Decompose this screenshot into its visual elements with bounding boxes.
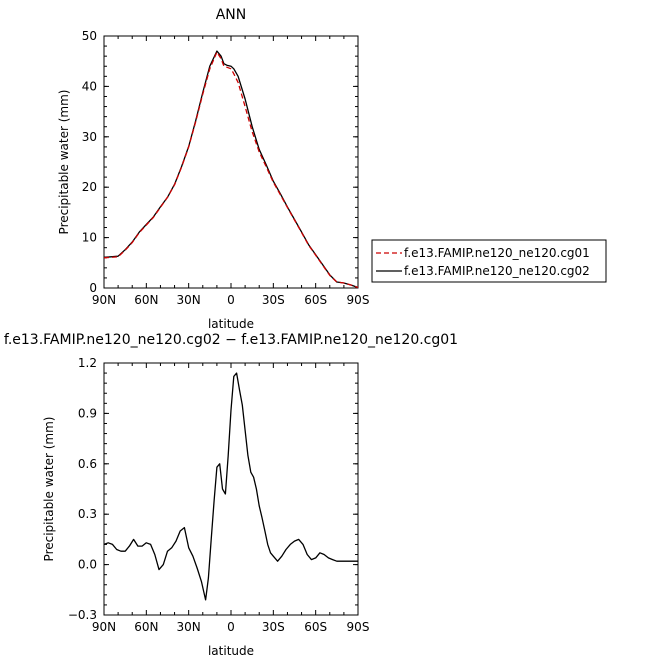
bottom-series-line-0 (103, 372, 358, 601)
top-plot-frame (103, 35, 359, 289)
bottom-x-axis-label: latitude (208, 644, 254, 658)
bottom-y-tick-label: 1.2 (78, 356, 97, 370)
top-x-tick-label: 30S (262, 293, 285, 307)
top-x-axis-label: latitude (208, 317, 254, 331)
bottom-y-axis: −0.3 0.0 0.3 0.6 0.9 1.2 (68, 356, 358, 622)
top-y-axis-label: Precipitable water (mm) (57, 90, 71, 235)
top-series-lines (103, 50, 359, 289)
top-x-axis: 90N 60N 30N 0 30S 60S 90S (92, 36, 370, 307)
top-x-tick-label: 30N (177, 293, 201, 307)
bottom-y-tick-label: 0.9 (78, 406, 97, 420)
top-y-tick-label: 50 (82, 29, 97, 43)
bottom-y-axis-label: Precipitable water (mm) (42, 417, 56, 562)
top-panel: ANN 90N 60N 30N 0 30S 60S 90S 0 10 20 30 40 50 lati… (57, 7, 607, 331)
top-series-line-1 (103, 50, 359, 289)
bottom-x-tick-label: 30S (262, 620, 285, 634)
bottom-plot-frame (103, 362, 359, 616)
bottom-series-lines (103, 372, 358, 601)
bottom-y-tick-label: −0.3 (68, 608, 97, 622)
bottom-y-tick-label: 0.0 (78, 558, 97, 572)
bottom-x-tick-label: 0 (227, 620, 235, 634)
top-y-tick-label: 10 (82, 231, 97, 245)
bottom-x-tick-label: 60S (304, 620, 327, 634)
top-series-line-0 (103, 51, 359, 289)
bottom-panel: f.e13.FAMIP.ne120_ne120.cg02 − f.e13.FAM… (4, 332, 458, 658)
top-x-tick-label: 0 (227, 293, 235, 307)
top-x-tick-label: 90S (347, 293, 370, 307)
bottom-x-axis: 90N 60N 30N 0 30S 60S 90S (92, 363, 370, 634)
top-y-axis: 0 10 20 30 40 50 (82, 29, 358, 295)
legend-label-cg02: f.e13.FAMIP.ne120_ne120.cg02 (404, 264, 590, 278)
legend-box (371, 239, 607, 283)
top-chart-title: ANN (216, 7, 247, 23)
top-y-tick-label: 0 (89, 281, 97, 295)
top-y-tick-label: 40 (82, 79, 97, 93)
bottom-x-tick-label: 90N (92, 620, 116, 634)
top-x-tick-label: 60S (304, 293, 327, 307)
top-y-tick-label: 30 (82, 130, 97, 144)
top-x-tick-label: 60N (134, 293, 158, 307)
bottom-chart-title: f.e13.FAMIP.ne120_ne120.cg02 − f.e13.FAM… (4, 332, 458, 348)
legend: f.e13.FAMIP.ne120_ne120.cg01 f.e13.FAMIP… (371, 239, 607, 283)
top-y-tick-label: 20 (82, 180, 97, 194)
legend-label-cg01: f.e13.FAMIP.ne120_ne120.cg01 (404, 246, 590, 260)
bottom-x-tick-label: 30N (177, 620, 201, 634)
bottom-x-tick-label: 90S (347, 620, 370, 634)
top-x-tick-label: 90N (92, 293, 116, 307)
bottom-x-tick-label: 60N (134, 620, 158, 634)
bottom-y-tick-label: 0.6 (78, 457, 97, 471)
bottom-y-tick-label: 0.3 (78, 507, 97, 521)
